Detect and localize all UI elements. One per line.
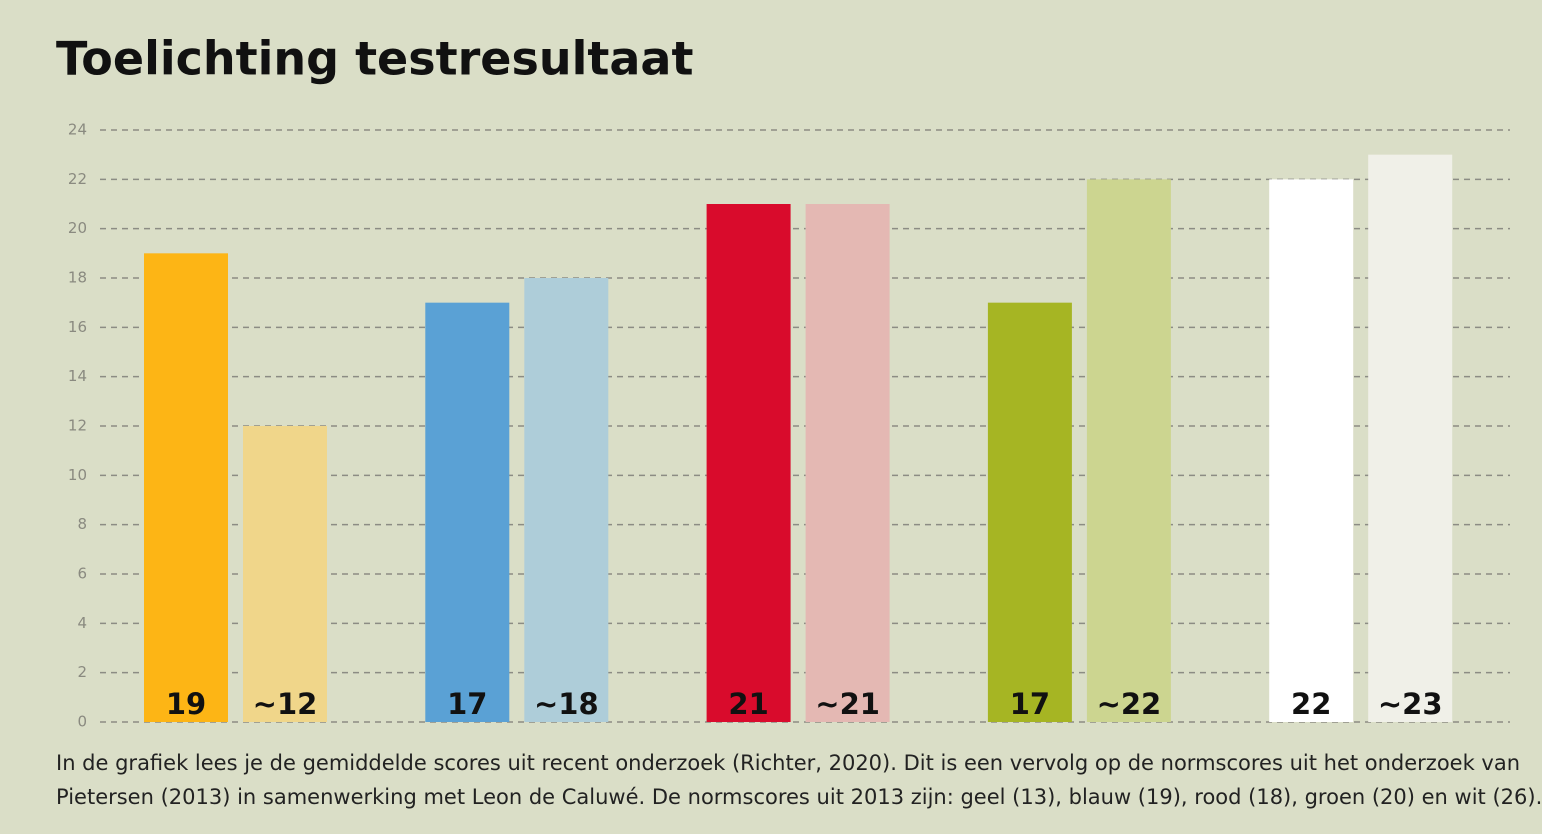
y-tick-label: 22 xyxy=(68,170,87,188)
bar xyxy=(524,278,609,722)
y-tick-label: 8 xyxy=(77,515,87,533)
bar xyxy=(1368,154,1453,722)
bar xyxy=(144,253,228,723)
value-label: ~22 xyxy=(1097,687,1162,721)
value-label: ~12 xyxy=(253,687,318,721)
y-tick-label: 12 xyxy=(68,417,87,435)
bar xyxy=(706,204,791,722)
y-tick-label: 20 xyxy=(68,219,87,237)
caption: Pietersen (2013) in samenwerking met Leo… xyxy=(56,785,1542,809)
chart-title: Toelichting testresultaat xyxy=(56,32,693,86)
y-tick-label: 10 xyxy=(68,466,87,484)
value-label: 21 xyxy=(728,687,768,721)
bar xyxy=(805,204,890,722)
y-tick-label: 14 xyxy=(68,367,87,385)
value-label: 17 xyxy=(447,687,487,721)
value-label: 19 xyxy=(166,687,206,721)
y-tick-label: 4 xyxy=(77,614,87,632)
value-label: ~21 xyxy=(815,687,880,721)
bar xyxy=(987,302,1072,722)
value-label: 22 xyxy=(1291,687,1331,721)
caption: In de grafiek lees je de gemiddelde scor… xyxy=(56,751,1520,775)
y-tick-label: 24 xyxy=(68,121,87,139)
bar xyxy=(1086,179,1171,723)
bar xyxy=(1269,179,1354,723)
value-label: ~23 xyxy=(1378,687,1443,721)
value-label: 17 xyxy=(1010,687,1050,721)
bar xyxy=(425,302,510,722)
y-tick-label: 2 xyxy=(77,663,87,681)
y-tick-label: 0 xyxy=(77,713,87,731)
y-tick-label: 6 xyxy=(77,565,87,583)
bar xyxy=(243,426,327,722)
y-tick-label: 16 xyxy=(68,318,87,336)
y-tick-label: 18 xyxy=(68,269,87,287)
value-label: ~18 xyxy=(534,687,599,721)
